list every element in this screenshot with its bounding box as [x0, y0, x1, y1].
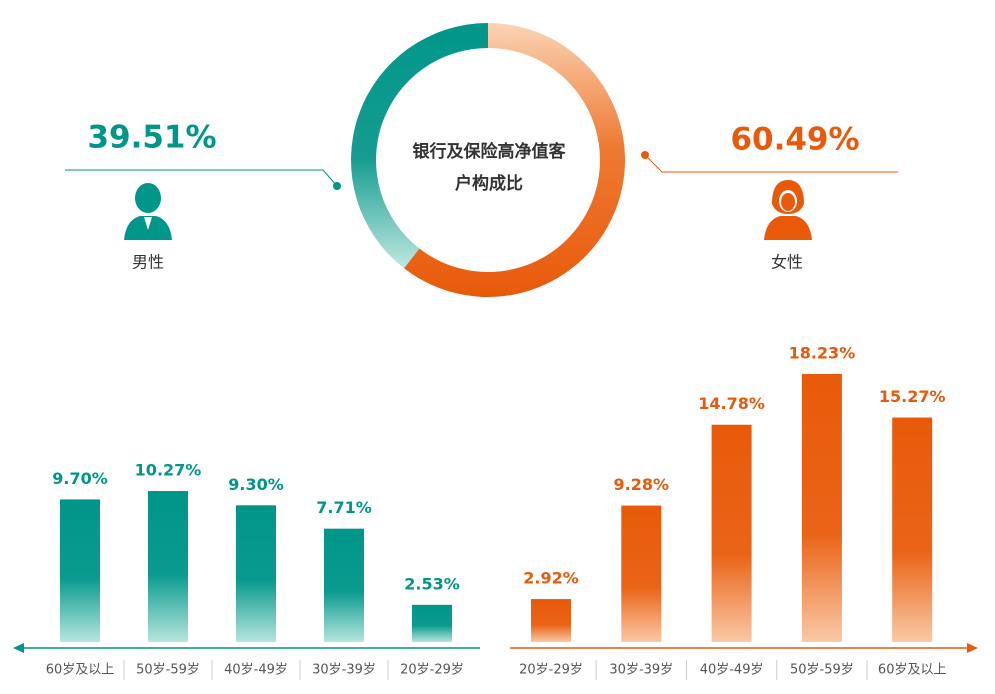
callout-line: [65, 169, 338, 187]
axis-arrow: [967, 643, 978, 653]
male-icon: [124, 183, 172, 240]
x-tick-label: 50岁-59岁: [136, 663, 200, 678]
value-label: 39.51%: [87, 120, 216, 156]
x-tick-label: 20岁-29岁: [519, 663, 583, 678]
x-tick-label: 20岁-29岁: [400, 663, 464, 678]
bar: [892, 417, 933, 642]
x-tick-label: 40岁-49岁: [224, 663, 288, 678]
bar: [621, 505, 662, 642]
bar: [412, 604, 452, 642]
value-label: 10.27%: [135, 461, 202, 480]
callout-line: [644, 154, 898, 173]
donut-segment: [404, 23, 626, 297]
donut-title: 银行及保险高净值客户构成比: [412, 142, 566, 194]
value-label: 9.30%: [228, 475, 284, 494]
value-label: 18.23%: [789, 344, 856, 363]
bar: [148, 491, 188, 642]
legend-label: 女性: [771, 253, 803, 272]
value-label: 7.71%: [316, 498, 372, 517]
value-label: 9.70%: [52, 469, 108, 488]
bar: [801, 374, 842, 642]
axis-arrow: [13, 643, 24, 653]
bar: [60, 499, 100, 642]
bar: [531, 599, 571, 642]
female-icon: [764, 180, 812, 240]
callout-dot: [641, 151, 649, 159]
x-tick-label: 30岁-39岁: [312, 663, 376, 678]
x-tick-label: 60岁及以上: [878, 663, 947, 678]
bar: [324, 528, 364, 642]
bar: [236, 505, 276, 642]
value-label: 14.78%: [698, 394, 765, 413]
value-label: 9.28%: [614, 475, 670, 494]
value-label: 2.92%: [523, 569, 579, 588]
x-tick-label: 40岁-49岁: [700, 663, 764, 678]
value-label: 2.53%: [404, 574, 460, 593]
value-label: 15.27%: [879, 387, 946, 406]
legend-label: 男性: [132, 253, 164, 272]
bar: [711, 424, 752, 642]
x-tick-label: 50岁-59岁: [790, 663, 854, 678]
callout-dot: [333, 182, 341, 190]
x-tick-label: 60岁及以上: [46, 663, 115, 678]
donut-segment: [351, 23, 488, 269]
value-label: 60.49%: [730, 122, 859, 158]
x-tick-label: 30岁-39岁: [609, 663, 673, 678]
